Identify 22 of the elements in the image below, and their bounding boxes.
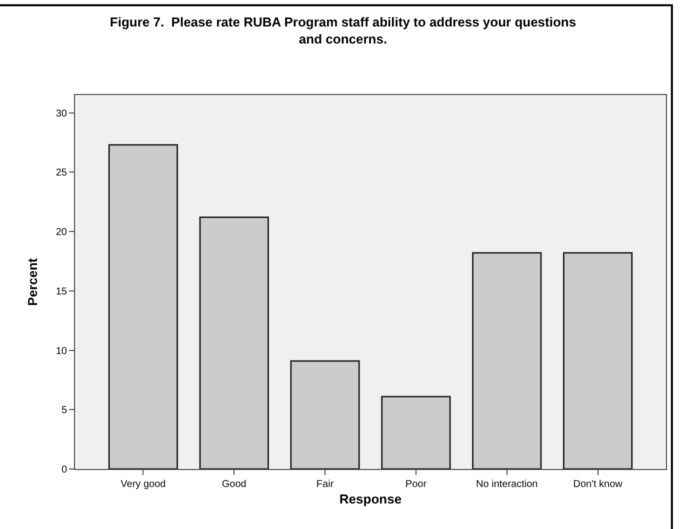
y-tick-label: 25 xyxy=(56,168,68,179)
y-tick-label: 10 xyxy=(56,346,68,357)
x-tick-label: Very good xyxy=(120,479,166,490)
x-tick-label: Good xyxy=(222,479,246,490)
bar xyxy=(199,216,269,469)
x-tick-label: Poor xyxy=(405,479,428,490)
x-tick-label: No interaction xyxy=(476,479,538,490)
bar xyxy=(108,144,178,469)
y-tick-label: 0 xyxy=(61,464,68,476)
y-tick-label: 20 xyxy=(56,227,68,238)
y-tick-label: 5 xyxy=(61,405,68,416)
y-tick-label: 15 xyxy=(56,286,68,298)
bar xyxy=(290,360,360,469)
y-tick-label: 30 xyxy=(56,108,68,120)
y-axis-title: Percent xyxy=(24,257,40,306)
chart-title: Figure 7. Please rate RUBA Program staff ability to address your questions and concerns. xyxy=(110,14,576,46)
bar xyxy=(472,252,542,469)
x-tick-label: Don't know xyxy=(573,479,624,490)
x-tick-label: Fair xyxy=(316,479,334,490)
x-axis-title: Response xyxy=(339,492,402,507)
bar xyxy=(381,396,451,469)
bar xyxy=(562,252,633,469)
